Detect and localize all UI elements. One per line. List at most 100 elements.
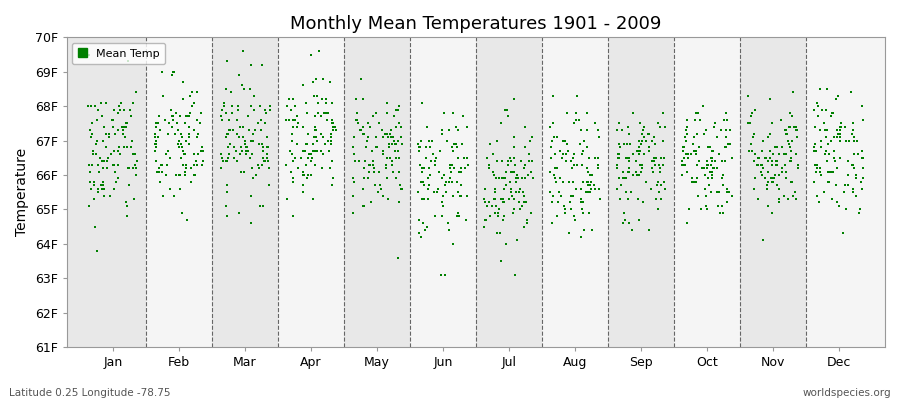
Point bbox=[109, 179, 123, 185]
Point bbox=[700, 144, 715, 151]
Point bbox=[618, 189, 633, 195]
Point bbox=[151, 113, 166, 120]
Point bbox=[385, 158, 400, 164]
Point bbox=[393, 182, 408, 188]
Point bbox=[713, 210, 727, 216]
Point bbox=[809, 168, 824, 175]
Point bbox=[192, 151, 206, 158]
Point bbox=[558, 158, 572, 164]
Point bbox=[154, 162, 168, 168]
Point bbox=[644, 186, 659, 192]
Point bbox=[254, 127, 268, 134]
Point bbox=[785, 137, 799, 144]
Point bbox=[688, 148, 703, 154]
Point bbox=[394, 186, 409, 192]
Point bbox=[215, 117, 230, 123]
Point bbox=[442, 227, 456, 233]
Point bbox=[151, 168, 166, 175]
Point bbox=[174, 141, 188, 147]
Point bbox=[346, 134, 361, 140]
Point bbox=[509, 175, 524, 182]
Point bbox=[508, 179, 523, 185]
Point bbox=[634, 137, 649, 144]
Point bbox=[829, 182, 843, 188]
Point bbox=[554, 192, 568, 199]
Point bbox=[622, 168, 636, 175]
Point bbox=[681, 206, 696, 212]
Point bbox=[383, 130, 398, 137]
Point bbox=[387, 113, 401, 120]
Point bbox=[760, 182, 774, 188]
Point bbox=[90, 117, 104, 123]
Point bbox=[346, 175, 361, 182]
Point bbox=[634, 141, 649, 147]
Point bbox=[96, 165, 111, 171]
Point bbox=[498, 106, 512, 113]
Point bbox=[166, 68, 180, 75]
Point bbox=[415, 165, 429, 171]
Point bbox=[555, 137, 570, 144]
Point bbox=[290, 141, 304, 147]
Point bbox=[631, 148, 645, 154]
Point bbox=[356, 96, 371, 102]
Point bbox=[832, 93, 846, 99]
Point bbox=[94, 113, 109, 120]
Point bbox=[680, 168, 695, 175]
Point bbox=[346, 210, 360, 216]
Point bbox=[188, 158, 202, 164]
Point bbox=[830, 127, 844, 134]
Point bbox=[508, 154, 522, 161]
Point bbox=[488, 186, 502, 192]
Point bbox=[675, 172, 689, 178]
Point bbox=[438, 179, 453, 185]
Point bbox=[414, 137, 428, 144]
Point bbox=[582, 182, 597, 188]
Point bbox=[302, 130, 316, 137]
Point bbox=[715, 203, 729, 209]
Point bbox=[716, 210, 731, 216]
Point bbox=[784, 179, 798, 185]
Point bbox=[320, 117, 334, 123]
Point bbox=[510, 175, 525, 182]
Point bbox=[180, 113, 194, 120]
Point bbox=[259, 154, 274, 161]
Point bbox=[611, 151, 625, 158]
Point bbox=[760, 203, 775, 209]
Point bbox=[90, 137, 104, 144]
Point bbox=[357, 175, 372, 182]
Point bbox=[174, 154, 188, 161]
Point bbox=[833, 120, 848, 126]
Point bbox=[243, 62, 257, 68]
Point bbox=[416, 179, 430, 185]
Point bbox=[478, 199, 492, 206]
Point bbox=[588, 120, 602, 126]
Point bbox=[809, 100, 824, 106]
Point bbox=[304, 172, 319, 178]
Point bbox=[294, 154, 309, 161]
Point bbox=[84, 134, 98, 140]
Bar bbox=[542, 37, 608, 347]
Point bbox=[624, 189, 638, 195]
Point bbox=[242, 86, 256, 92]
Point bbox=[165, 124, 179, 130]
Point bbox=[544, 144, 558, 151]
Point bbox=[718, 144, 733, 151]
Point bbox=[368, 182, 382, 188]
Point bbox=[151, 165, 166, 171]
Point bbox=[845, 162, 859, 168]
Point bbox=[107, 148, 122, 154]
Point bbox=[676, 144, 690, 151]
Point bbox=[746, 134, 760, 140]
Point bbox=[779, 168, 794, 175]
Point bbox=[412, 148, 427, 154]
Point bbox=[182, 124, 196, 130]
Point bbox=[508, 189, 523, 195]
Point bbox=[581, 182, 596, 188]
Point bbox=[372, 168, 386, 175]
Point bbox=[214, 113, 229, 120]
Point bbox=[616, 175, 631, 182]
Point bbox=[639, 179, 653, 185]
Point bbox=[588, 154, 602, 161]
Point bbox=[482, 213, 497, 220]
Point bbox=[107, 106, 122, 113]
